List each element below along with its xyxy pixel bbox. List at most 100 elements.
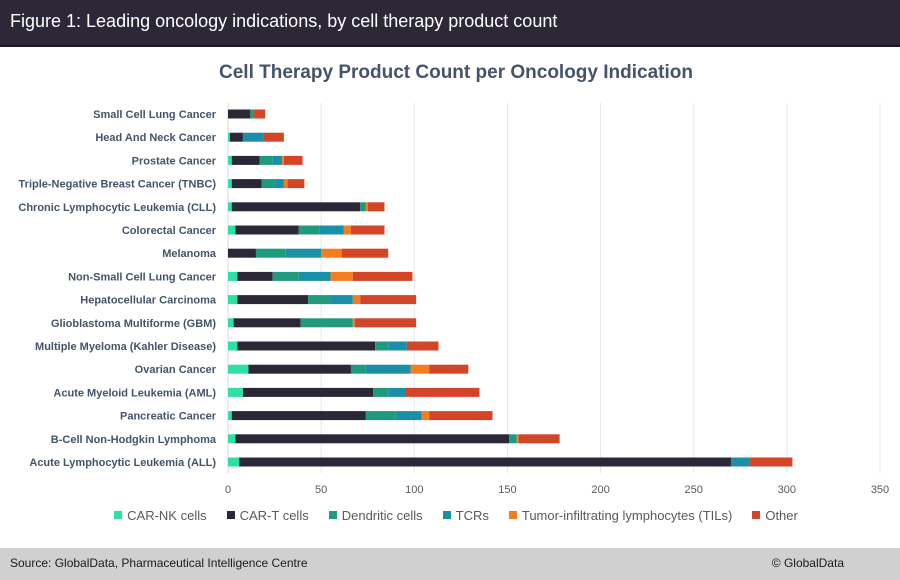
bar-segment bbox=[300, 318, 353, 328]
bar-segment bbox=[352, 271, 413, 281]
legend-label: Dendritic cells bbox=[341, 508, 423, 523]
bar-segment bbox=[250, 109, 255, 119]
legend-label: CAR-NK cells bbox=[127, 508, 207, 523]
bar-segment bbox=[228, 109, 251, 119]
figure-header: Figure 1: Leading oncology indications, … bbox=[0, 0, 900, 47]
bar-segment bbox=[375, 341, 389, 351]
bar-segment bbox=[367, 202, 385, 212]
legend-swatch bbox=[226, 511, 235, 519]
bar-segment bbox=[228, 318, 234, 328]
bar-segment bbox=[242, 132, 264, 142]
bar-segment bbox=[255, 248, 286, 258]
bar-segment bbox=[231, 411, 366, 421]
x-tick-label: 350 bbox=[871, 484, 889, 496]
legend-swatch bbox=[508, 511, 517, 519]
category-label: Acute Myeloid Leukemia (AML) bbox=[53, 387, 216, 399]
bar-segment bbox=[228, 179, 232, 189]
bar-segment bbox=[233, 318, 301, 328]
x-tick-label: 50 bbox=[315, 484, 327, 496]
bar-segment bbox=[421, 411, 430, 421]
legend-swatch bbox=[328, 511, 337, 519]
legend: CAR-NK cells CAR-T cells Dendritic cells TC… bbox=[0, 508, 900, 523]
category-label: Melanoma bbox=[162, 248, 217, 260]
legend-swatch bbox=[442, 511, 451, 519]
category-label: Glioblastoma Multiforme (GBM) bbox=[51, 318, 216, 330]
bar-segment bbox=[242, 387, 374, 397]
bar-segment bbox=[354, 318, 417, 328]
bar-segment bbox=[282, 155, 284, 165]
x-tick-label: 100 bbox=[405, 484, 423, 496]
footer: Source: GlobalData, Pharmaceutical Intel… bbox=[0, 548, 900, 580]
x-tick-label: 0 bbox=[225, 484, 231, 496]
category-label: Colorectal Cancer bbox=[122, 225, 217, 237]
bar-segment bbox=[228, 411, 232, 421]
category-label: B-Cell Non-Hodgkin Lymphoma bbox=[51, 434, 217, 446]
bar-segment bbox=[388, 341, 407, 351]
x-tick-label: 200 bbox=[591, 484, 609, 496]
category-label: Hepatocellular Carcinoma bbox=[80, 295, 217, 307]
x-tick-label: 250 bbox=[685, 484, 703, 496]
legend-item: Tumor-infiltrating lymphocytes (TILs) bbox=[508, 508, 732, 523]
bar-segment bbox=[365, 202, 368, 212]
bar-segment bbox=[274, 179, 284, 189]
bar-segment bbox=[404, 387, 480, 397]
category-label: Chronic Lymphocytic Leukemia (CLL) bbox=[18, 202, 216, 214]
category-label: Pancreatic Cancer bbox=[120, 411, 217, 423]
bar-segment bbox=[229, 132, 243, 142]
category-label: Small Cell Lung Cancer bbox=[93, 109, 217, 121]
bar-segment bbox=[228, 202, 232, 212]
category-label: Ovarian Cancer bbox=[135, 364, 217, 376]
bar-segment bbox=[228, 295, 238, 305]
legend-item: Dendritic cells bbox=[328, 508, 423, 523]
bar-segment bbox=[228, 364, 249, 374]
bar-segment bbox=[228, 248, 256, 258]
x-tick-label: 300 bbox=[778, 484, 796, 496]
x-tick-labels: 0 50 100 150 200 250 300 350 bbox=[225, 484, 889, 496]
legend-item: CAR-T cells bbox=[226, 508, 309, 523]
bar-segment bbox=[235, 225, 299, 235]
legend-label: CAR-T cells bbox=[239, 508, 309, 523]
copyright: © GlobalData bbox=[771, 556, 844, 570]
bar-segment bbox=[259, 155, 273, 165]
bar-segment bbox=[395, 411, 422, 421]
bar-segment bbox=[373, 387, 389, 397]
source-note: Source: GlobalData, Pharmaceutical Intel… bbox=[10, 556, 308, 570]
bar-segment bbox=[239, 457, 731, 467]
bar-segment bbox=[350, 225, 385, 235]
bar-segment bbox=[350, 364, 366, 374]
bar-segment bbox=[228, 341, 238, 351]
category-label: Non-Small Cell Lung Cancer bbox=[68, 271, 217, 283]
bar-segment bbox=[228, 132, 230, 142]
bar-segment bbox=[285, 248, 322, 258]
legend-swatch bbox=[752, 511, 761, 519]
bar-segment bbox=[248, 364, 351, 374]
bar-segment bbox=[228, 271, 238, 281]
category-labels: Small Cell Lung Cancer Head And Neck Canc… bbox=[18, 109, 217, 469]
bar-segment bbox=[283, 155, 303, 165]
category-label: Acute Lymphocytic Leukemia (ALL) bbox=[29, 457, 216, 469]
bar-segment bbox=[360, 295, 417, 305]
bar-segment bbox=[231, 202, 361, 212]
bar-segment bbox=[228, 155, 232, 165]
bar-segment bbox=[516, 434, 519, 444]
bar-segment bbox=[228, 387, 243, 397]
bar-segment bbox=[330, 271, 353, 281]
legend-item: TCRs bbox=[442, 508, 489, 523]
bar-segment bbox=[388, 387, 405, 397]
bar-segment bbox=[231, 179, 262, 189]
category-label: Multiple Myeloma (Kahler Disease) bbox=[35, 341, 216, 353]
bar-segment bbox=[298, 271, 331, 281]
bar-segment bbox=[352, 318, 355, 328]
bar-segment bbox=[360, 202, 366, 212]
bar-segment bbox=[749, 457, 793, 467]
bar-segment bbox=[287, 179, 305, 189]
bar-segment bbox=[228, 434, 236, 444]
legend-label: TCRs bbox=[455, 508, 489, 523]
bar-segment bbox=[254, 109, 266, 119]
bar-segment bbox=[298, 225, 320, 235]
category-label: Triple-Negative Breast Cancer (TNBC) bbox=[19, 179, 217, 191]
bar-segment bbox=[235, 434, 510, 444]
gridlines bbox=[227, 103, 881, 473]
bar-segment bbox=[272, 155, 283, 165]
stacked-bar-chart: Small Cell Lung Cancer Head And Neck Canc… bbox=[18, 103, 889, 496]
